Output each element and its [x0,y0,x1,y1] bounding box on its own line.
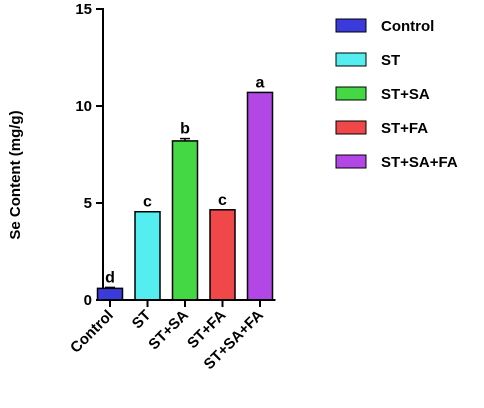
y-tick-label: 5 [84,195,92,212]
bar-st [134,210,161,301]
x-tick-label: ST [129,307,155,333]
y-tick-label: 0 [84,292,92,309]
legend-label: ST+SA+FA [381,154,458,171]
x-tick-label: Control [67,307,117,357]
legend-swatch [335,52,367,67]
significance-label: b [180,121,190,138]
bar-st-sa-fa [246,91,274,301]
x-tick-label: ST+SA [145,307,192,354]
significance-label: c [218,192,227,209]
legend-label: ST+SA [381,86,430,103]
legend-swatch [335,154,367,169]
y-tick-label: 10 [75,98,92,115]
bar-control [96,287,124,301]
bar-st-sa [171,140,199,301]
legend-label: ST [381,52,400,69]
legend: Control ST ST+SA ST+FA ST+SA+FA [335,18,458,171]
legend-label: ST+FA [381,120,428,137]
significance-label: a [256,74,265,91]
legend-label: Control [381,18,434,35]
y-axis-title: Se Content (mg/g) [7,110,24,239]
legend-swatch [335,86,367,101]
significance-label: d [105,269,115,286]
legend-swatch [335,120,367,135]
y-tick-label: 15 [75,1,92,18]
significance-label: c [143,194,152,211]
legend-swatch [335,18,367,33]
bar-st-fa [209,209,236,301]
